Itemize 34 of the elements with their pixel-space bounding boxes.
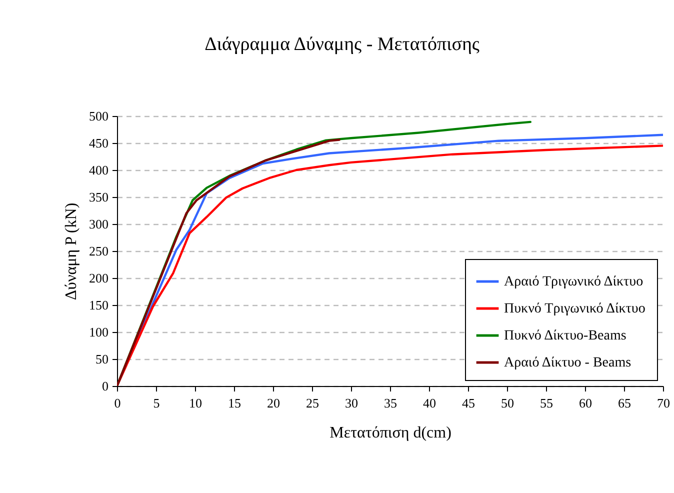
y-tick-label: 450 <box>89 136 108 150</box>
y-tick-label: 0 <box>102 378 108 394</box>
x-tick-label: 15 <box>228 396 241 410</box>
x-tick-label: 5 <box>153 396 160 410</box>
x-tick-label: 25 <box>306 396 319 410</box>
x-tick-label: 50 <box>501 396 514 410</box>
x-tick-label: 20 <box>267 396 280 410</box>
x-tick-label: 40 <box>423 396 436 410</box>
x-tick-label: 55 <box>540 396 553 410</box>
y-tick-label: 100 <box>89 324 108 340</box>
legend-label: Πυκνό Δίκτυο-Beams <box>504 328 626 344</box>
y-tick-label: 300 <box>89 216 108 232</box>
legend-label: Αραιό Δίκτυο - Beams <box>504 356 632 370</box>
y-tick-label: 500 <box>89 108 108 124</box>
x-tick-label: 30 <box>345 396 358 410</box>
y-tick-label: 250 <box>89 244 108 258</box>
legend-label: Αραιό Τριγωνικό Δίκτυο <box>504 274 644 290</box>
x-tick-label: 45 <box>462 396 475 410</box>
x-tick-label: 35 <box>384 396 397 410</box>
chart-title: Διάγραμμα Δύναμης - Μετατόπισης <box>204 34 480 55</box>
y-tick-label: 350 <box>89 190 108 204</box>
x-tick-label: 0 <box>114 396 121 410</box>
y-tick-label: 200 <box>89 270 108 286</box>
x-tick-label: 60 <box>579 396 592 410</box>
y-tick-label: 50 <box>96 352 108 366</box>
x-axis-title: Μετατόπιση d(cm) <box>330 424 452 442</box>
x-tick-label: 65 <box>618 396 631 410</box>
y-tick-label: 400 <box>89 162 108 178</box>
line-series <box>117 138 340 386</box>
x-tick-label: 70 <box>657 396 670 410</box>
y-tick-label: 150 <box>89 298 108 312</box>
legend-label: Πυκνό Τριγωνικό Δίκτυο <box>504 302 646 316</box>
x-tick-label: 10 <box>189 396 202 410</box>
y-axis-title: Δύναμη P (kN) <box>63 202 80 300</box>
